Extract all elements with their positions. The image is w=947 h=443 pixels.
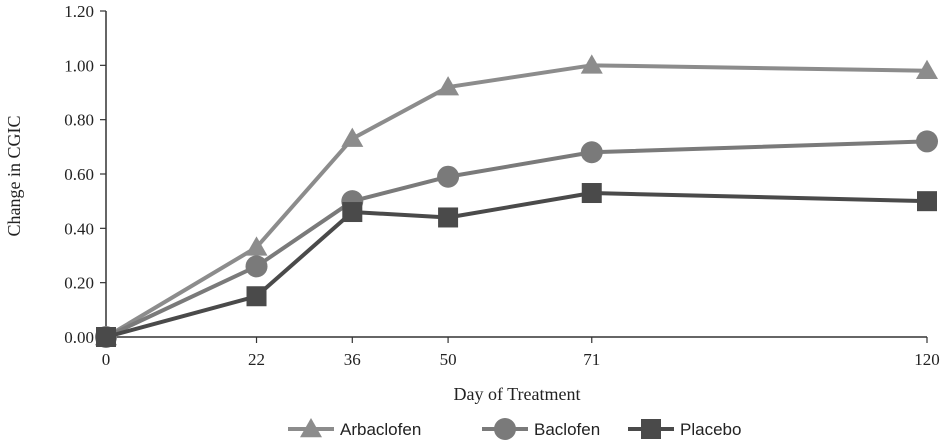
- legend-label-placebo: Placebo: [680, 420, 741, 439]
- x-tick-label: 50: [440, 350, 457, 369]
- data-point-baclofen: [245, 255, 268, 278]
- data-point-placebo: [917, 191, 937, 212]
- data-point-placebo: [438, 207, 459, 228]
- y-tick-label: 0.00: [64, 328, 94, 347]
- data-point-baclofen: [916, 130, 938, 153]
- x-tick-label: 120: [914, 350, 940, 369]
- data-point-arbaclofen: [437, 76, 460, 96]
- y-tick-label: 0.40: [64, 219, 94, 238]
- legend: Arbaclofen Baclofen Placebo: [288, 418, 741, 440]
- series-line-placebo: [105, 191, 928, 339]
- axes: [105, 11, 927, 338]
- data-point-baclofen: [580, 141, 603, 164]
- data-point-arbaclofen: [341, 127, 364, 147]
- series-group: [95, 54, 938, 348]
- series-baclofen: [95, 130, 938, 348]
- legend-marker-placebo: [641, 419, 661, 439]
- legend-marker-arbaclofen: [300, 418, 322, 438]
- data-point-arbaclofen: [580, 54, 603, 74]
- y-tick-label: 1.00: [64, 56, 94, 75]
- y-ticks: 0.00 0.20 0.40 0.60 0.80 1.00 1.20: [64, 2, 106, 347]
- data-point-placebo: [246, 286, 267, 307]
- x-ticks: 0 22 36 50 71 120: [102, 337, 940, 369]
- y-tick-label: 0.60: [64, 165, 94, 184]
- y-tick-label: 1.20: [64, 2, 94, 21]
- legend-item-arbaclofen: Arbaclofen: [288, 418, 421, 439]
- data-point-arbaclofen: [245, 236, 268, 256]
- series-line-baclofen: [105, 139, 928, 339]
- x-tick-label: 71: [583, 350, 600, 369]
- x-tick-label: 22: [248, 350, 265, 369]
- legend-item-placebo: Placebo: [628, 419, 741, 439]
- series-line-arbaclofen: [104, 63, 928, 339]
- legend-item-baclofen: Baclofen: [482, 418, 600, 440]
- data-point-placebo: [342, 202, 363, 223]
- x-tick-label: 0: [102, 350, 111, 369]
- y-tick-label: 0.80: [64, 111, 94, 130]
- x-tick-label: 36: [344, 350, 361, 369]
- legend-marker-baclofen: [494, 418, 516, 440]
- y-tick-label: 0.20: [64, 274, 94, 293]
- series-placebo: [96, 183, 937, 347]
- data-point-placebo: [581, 183, 602, 204]
- legend-label-arbaclofen: Arbaclofen: [340, 420, 421, 439]
- data-point-baclofen: [437, 165, 460, 188]
- legend-label-baclofen: Baclofen: [534, 420, 600, 439]
- x-axis-title: Day of Treatment: [454, 384, 581, 404]
- y-axis-title: Change in CGIC: [4, 116, 24, 237]
- data-point-placebo: [96, 327, 116, 347]
- data-point-arbaclofen: [916, 59, 938, 80]
